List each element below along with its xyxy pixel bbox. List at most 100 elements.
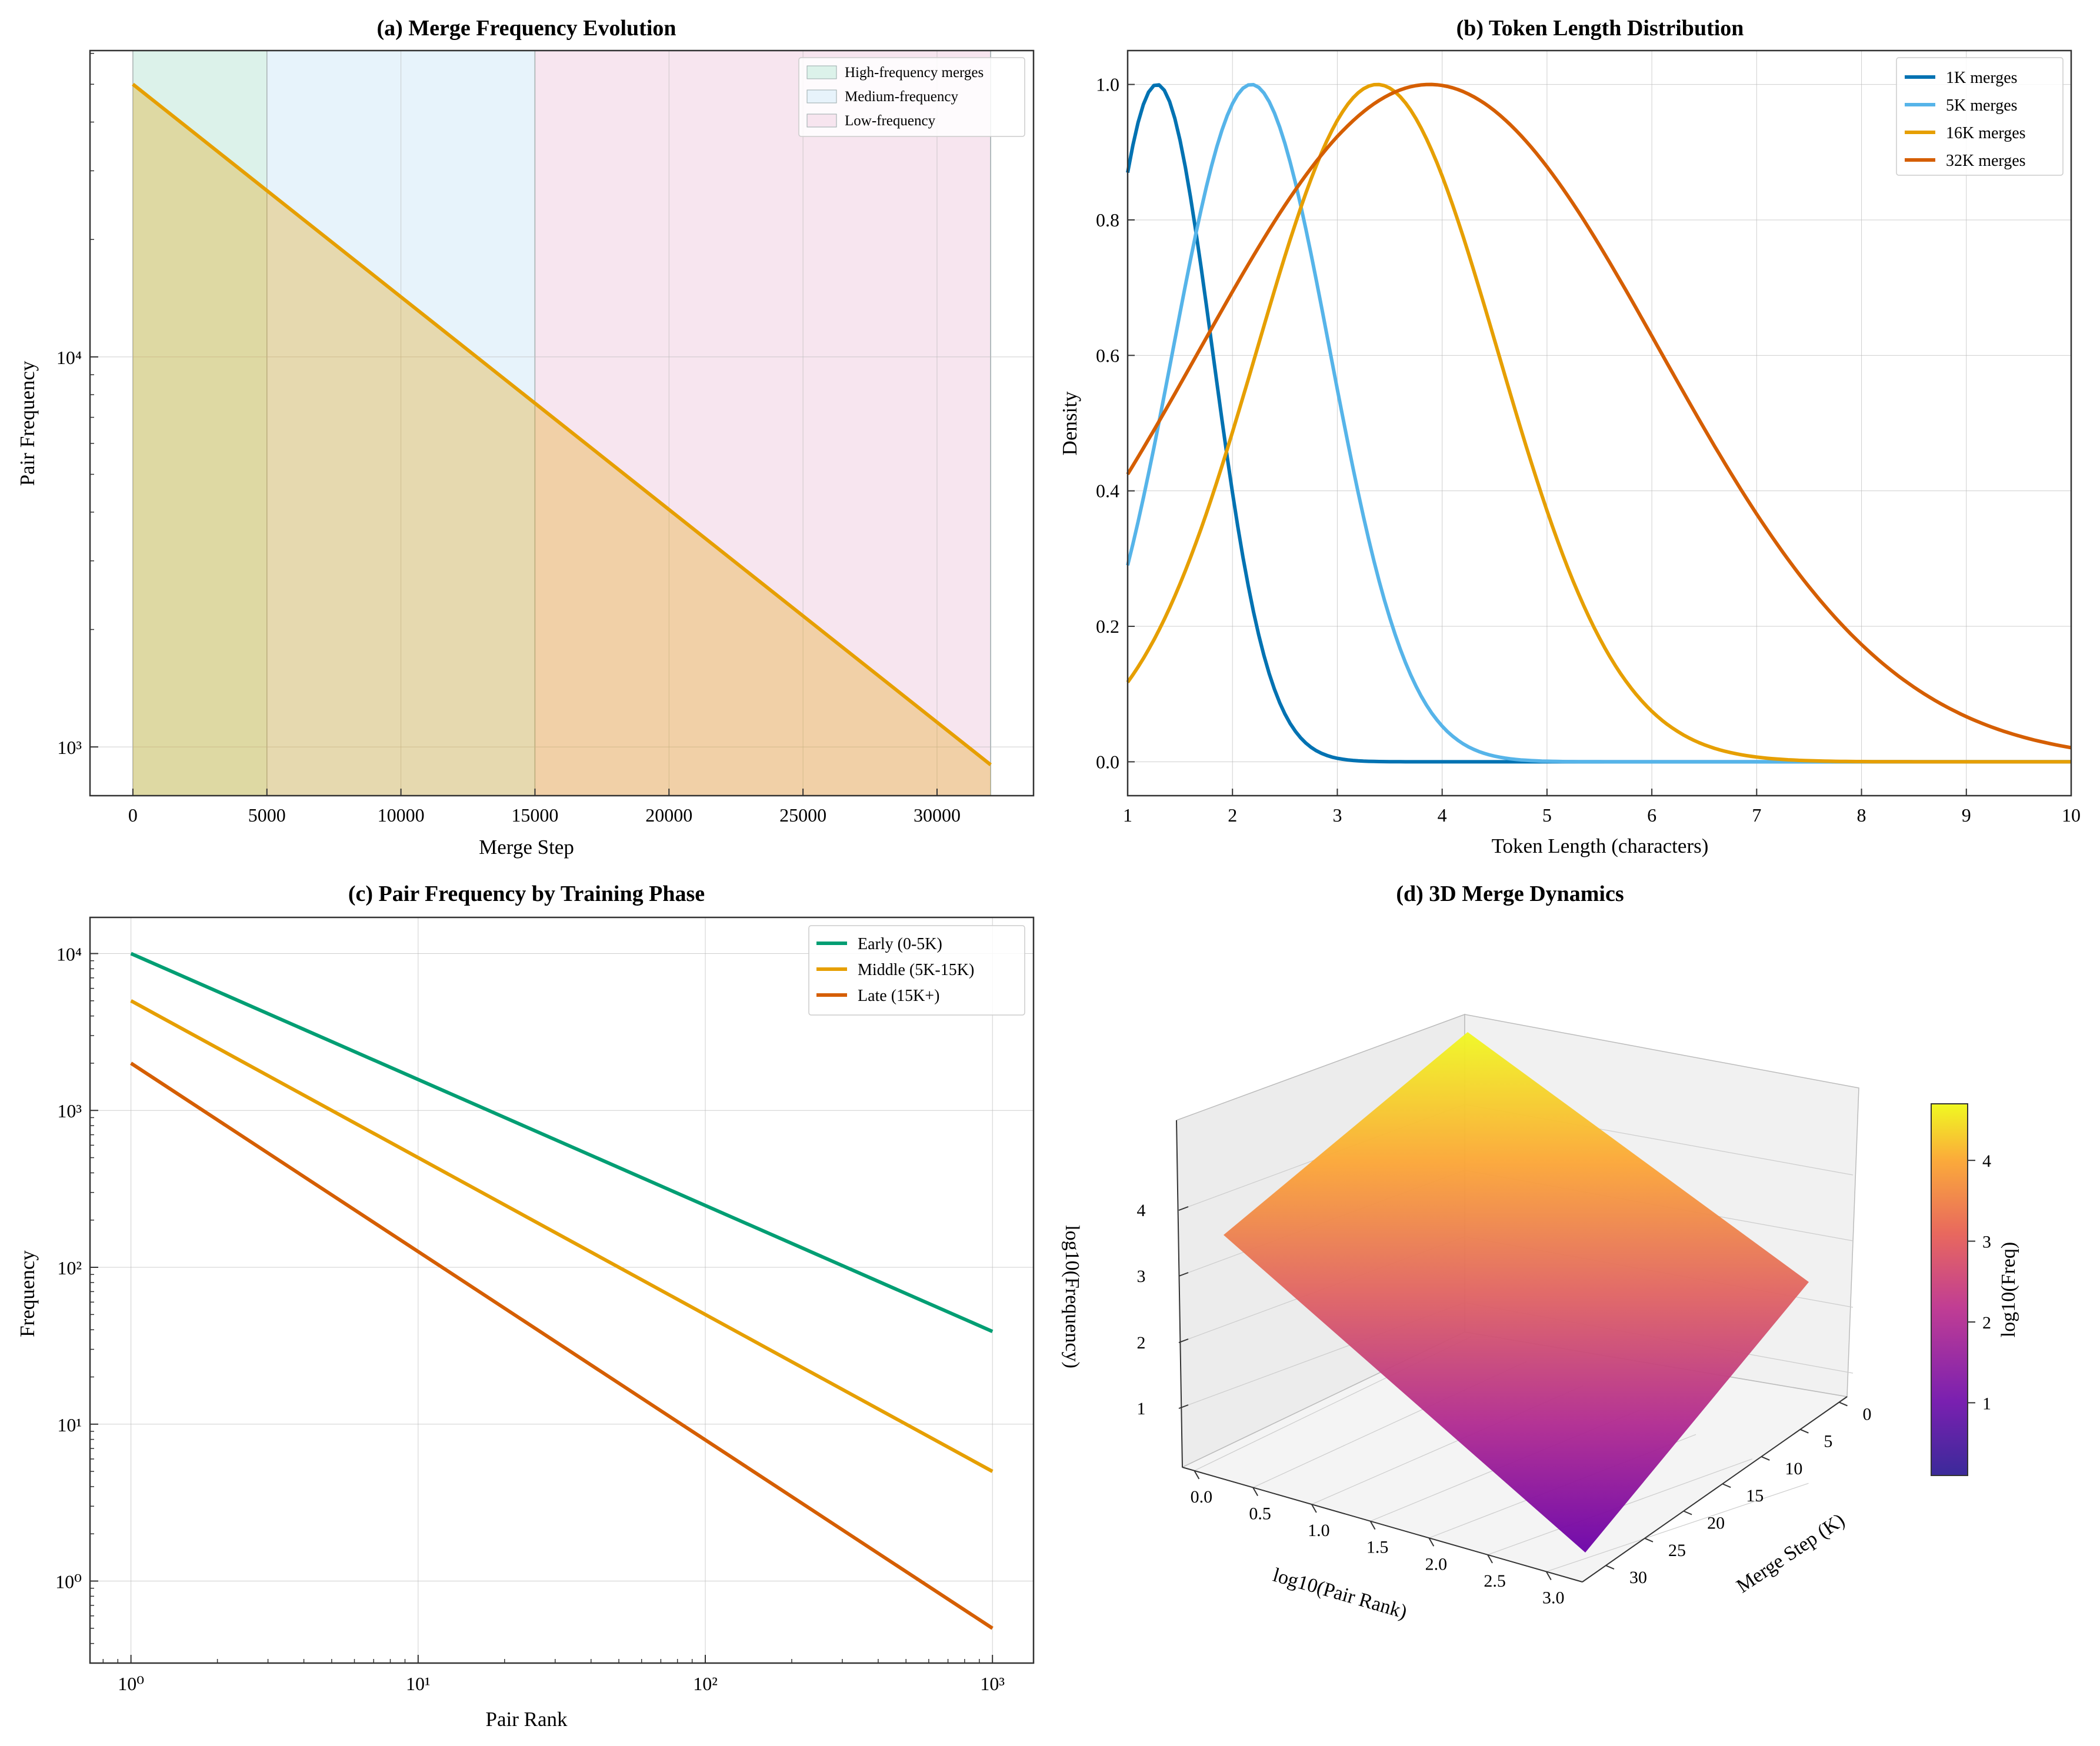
panel-d-xtick [1428,1537,1435,1547]
panel-b-xtick-label: 7 [1752,804,1761,826]
panel-c-legend-label: Late (15K+) [858,987,939,1005]
panel-d-xtick-label: 2.5 [1484,1571,1506,1591]
panel-c-grid [90,917,1034,1663]
panel-d-xtick [1194,1470,1200,1480]
panel-b-xlabel: Token Length (characters) [1492,834,1709,857]
panel-c-series-line-0 [130,952,994,1333]
panel-d-colorbar-tick-label: 3 [1982,1233,1991,1252]
panel-c-legend-label: Early (0-5K) [858,935,942,953]
panel-c-xtick-label: 10⁰ [118,1673,144,1694]
panel-b-xtick-label: 8 [1857,804,1866,826]
panel-b-ytick-label: 0.6 [1096,345,1119,366]
panel-d-xtick-label: 2.0 [1425,1554,1448,1574]
panel-a-xtick-label: 15000 [511,804,558,826]
panel-d-xtick-label: 0.5 [1249,1504,1271,1523]
panel-d-ytick-label: 5 [1824,1432,1832,1451]
panel-a-xtick-label: 30000 [914,804,961,826]
panel-d-ytick [1722,1483,1731,1488]
panel-d-ztick [1178,1338,1189,1343]
panel-d-ztick [1178,1272,1189,1277]
panel-d-x-axis [1182,1467,1583,1583]
panel-d-ztick-label: 1 [1137,1399,1146,1418]
panel-a-ticks: 0 5000 10000 15000 20000 25000 30000 10³ 10⁴ [56,53,961,826]
panel-b-xtick-label: 4 [1438,804,1447,826]
panel-b-xtick-label: 5 [1542,804,1552,826]
panel-d-3d-surface: (d) 3D Merge Dynamics 0.0 0.5 1.0 1.5 2.0 2.5… [1061,882,2019,1623]
panel-b-ytick-label: 0.8 [1096,209,1119,231]
panel-b-series-line-3 [1126,82,2072,750]
panel-d-ytick [1605,1565,1615,1570]
panel-b-xtick-label: 2 [1228,804,1237,826]
panel-d-ztick-label: 2 [1137,1333,1146,1353]
panel-d-ytick [1644,1537,1654,1543]
panel-c-series-line-2 [130,1061,994,1630]
panel-b-ytick-label: 1.0 [1096,74,1119,95]
panel-a-ytick-label: 10³ [57,737,82,758]
panel-d-colorbar-ticks: 1 2 3 4 [1968,1151,1991,1413]
panel-c-xtick-label: 10¹ [406,1673,431,1694]
panel-c-ytick-label: 10⁰ [55,1571,82,1593]
panel-a-merge-frequency: (a) Merge Frequency Evolution Merge Step… [16,16,1035,859]
panel-d-colorbar-label: log10(Freq) [1998,1242,2019,1337]
panel-d-ytick-label: 15 [1746,1486,1764,1505]
panel-a-frame [89,49,1035,797]
panel-d-ztick-label: 4 [1137,1201,1146,1220]
panel-d-ylabel: Merge Step (K) [1733,1509,1849,1597]
panel-b-title: (b) Token Length Distribution [1456,16,1744,41]
panel-c-ytick-label: 10¹ [57,1414,82,1435]
panel-d-ztick [1178,1206,1189,1211]
panel-d-colorbar [1931,1103,1968,1476]
panel-d-ytick [1683,1510,1692,1515]
panel-b-legend-label: 1K merges [1946,69,2018,87]
panel-a-legend-swatch [806,89,837,104]
panel-d-xlabel: log10(Pair Rank) [1271,1564,1409,1623]
panel-b-series [1126,82,2072,764]
panel-b-legend: 1K merges 5K merges 16K merges 32K merges [1896,57,2064,176]
panel-b-legend-label: 32K merges [1946,152,2026,170]
panel-b-series-line-0 [1126,83,2071,764]
panel-c-series-line-1 [130,999,994,1473]
panel-b-token-length: (b) Token Length Distribution Token Leng… [1058,16,2081,857]
panel-d-xtick-label: 0.0 [1191,1487,1213,1507]
panel-d-colorbar-tick-label: 2 [1982,1313,1991,1333]
panel-d-ytick [1761,1456,1770,1461]
panel-d-xtick [1369,1521,1376,1530]
panel-a-legend: High-frequency merges Medium-frequency Low… [798,57,1025,137]
panel-c-legend: Early (0-5K) Middle (5K-15K) Late (15K+) [808,925,1025,1016]
panel-d-xtick [1545,1571,1552,1580]
panel-d-ytick-label: 10 [1785,1459,1802,1478]
panel-b-ylabel: Density [1058,391,1081,455]
panel-d-zlabel: log10(Frequency) [1061,1225,1083,1368]
panel-a-title: (a) Merge Frequency Evolution [376,16,676,41]
panel-c-ylabel: Frequency [16,1250,39,1337]
panel-d-y-axis [1582,1396,1848,1583]
panel-d-ytick-label: 20 [1707,1514,1725,1533]
panel-d-colorbar-tick-label: 1 [1982,1394,1991,1413]
panel-d-ztick-label: 3 [1137,1267,1146,1286]
panel-b-xtick-label: 3 [1332,804,1342,826]
panel-c-ytick-label: 10⁴ [56,943,82,964]
panel-d-xtick [1252,1487,1259,1496]
panel-a-xtick-label: 0 [128,804,138,826]
panel-a-xtick-label: 5000 [248,804,286,826]
panel-c-xtick-label: 10³ [980,1673,1005,1694]
panel-a-legend-swatch [806,65,837,79]
panel-d-ticks: 0.0 0.5 1.0 1.5 2.0 2.5 3.0 0 5 10 15 20 25 30 1 2 3 4 [1137,1201,1872,1607]
panel-a-ylabel: Pair Frequency [16,360,39,486]
panel-b-series-line-2 [1126,82,2071,764]
panel-d-xtick-label: 1.5 [1366,1538,1389,1557]
panel-a-legend-swatch [806,113,837,128]
panel-a-series [132,82,992,796]
panel-b-frame [1126,49,2072,797]
panel-b-ticks: 1 2 3 4 5 6 7 8 9 10 0.0 0.2 0.4 0.6 0.8 1.0 [1096,74,2081,826]
panel-c-legend-label: Middle (5K-15K) [858,961,974,979]
panel-d-ytick-label: 30 [1629,1568,1647,1587]
panel-c-ticks: 10⁰ 10¹ 10² 10³ 10⁰ 10¹ 10² 10³ 10⁴ [55,943,1005,1694]
panel-a-xtick-label: 20000 [645,804,692,826]
panel-d-ytick [1839,1401,1848,1407]
panel-d-title: (d) 3D Merge Dynamics [1396,882,1624,906]
panel-d-ztick [1178,1404,1189,1409]
panel-b-xtick-label: 6 [1647,804,1656,826]
panel-b-xtick-label: 10 [2062,804,2081,826]
